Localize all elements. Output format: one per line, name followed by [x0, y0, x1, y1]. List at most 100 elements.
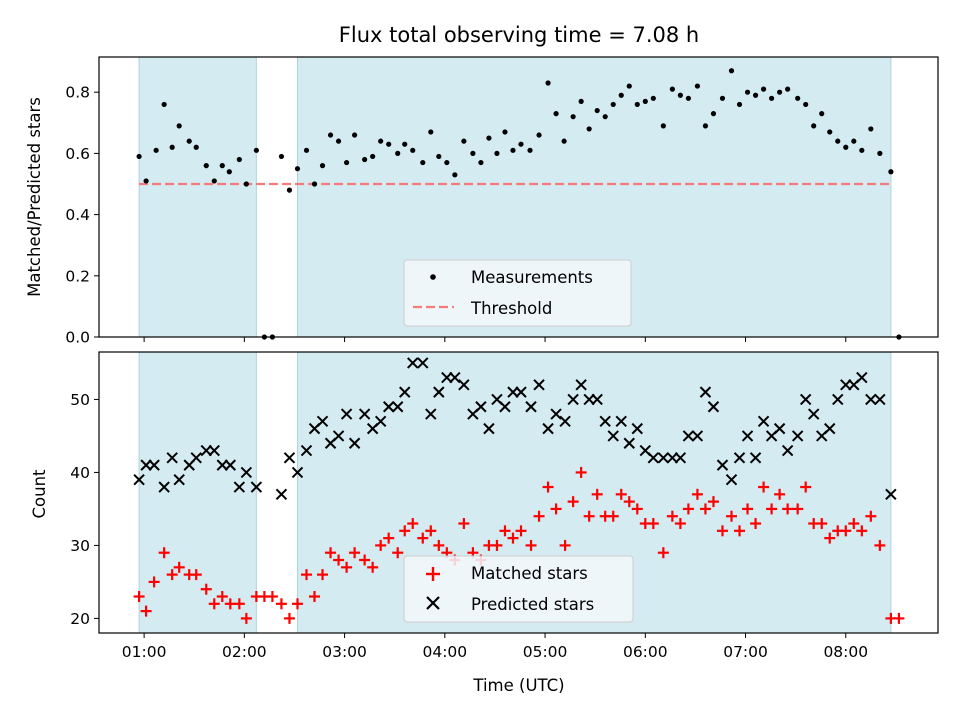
- measurement-point-33: [410, 147, 416, 153]
- matched-point-58: [615, 488, 627, 500]
- measurement-point-21: [311, 181, 318, 187]
- matched-point-67: [691, 488, 703, 500]
- predicted-point-23: [340, 408, 353, 420]
- measurement-point-8: [203, 163, 209, 169]
- predicted-point-32: [417, 357, 429, 369]
- measurement-point-89: [877, 150, 883, 156]
- measurement-point-68: [702, 123, 709, 129]
- measurement-point-5: [176, 123, 182, 129]
- bottom-legend: Matched stars Predicted stars: [403, 555, 634, 623]
- predicted-point-46: [533, 379, 545, 391]
- matched-point-22: [317, 569, 329, 581]
- predicted-point-49: [559, 415, 571, 428]
- legend-matched-label: Matched stars: [471, 564, 588, 583]
- measurement-point-49: [545, 80, 551, 86]
- matched-point-46: [515, 525, 527, 537]
- predicted-point-31: [407, 357, 419, 369]
- measurement-point-73: [744, 89, 751, 95]
- predicted-point-27: [374, 415, 387, 428]
- predicted-point-63: [674, 452, 687, 464]
- predicted-point-22: [332, 430, 345, 442]
- measurement-point-20: [303, 147, 310, 153]
- measurement-point-7: [193, 144, 199, 150]
- matched-point-21: [309, 591, 321, 603]
- matched-point-19: [291, 598, 303, 610]
- measurement-point-59: [626, 83, 632, 89]
- matched-point-88: [865, 510, 877, 522]
- measurement-point-24: [335, 138, 342, 144]
- matched-point-70: [716, 525, 728, 537]
- matched-point-31: [392, 547, 404, 559]
- measurement-point-72: [736, 101, 743, 108]
- measurement-point-64: [669, 86, 675, 92]
- measurement-point-53: [578, 98, 584, 104]
- bottom-legend-box: [403, 555, 634, 623]
- measurement-point-6: [186, 138, 192, 144]
- measurement-point-90: [888, 169, 894, 175]
- bottom-y-axis-label: Count: [30, 469, 49, 519]
- matched-point-71: [726, 510, 738, 522]
- predicted-point-71: [741, 430, 754, 442]
- matched-point-45: [507, 532, 519, 544]
- measurement-point-58: [618, 92, 624, 98]
- bottom-xtick-label-6: 07:00: [723, 643, 768, 661]
- top-ytick-label-3: 0.6: [65, 145, 90, 163]
- predicted-point-24: [348, 437, 361, 449]
- measurement-point-60: [634, 101, 640, 108]
- matched-point-9: [208, 598, 220, 610]
- matched-point-72: [734, 525, 746, 537]
- matched-point-63: [657, 547, 669, 559]
- predicted-point-77: [791, 430, 804, 442]
- measurement-point-42: [486, 135, 492, 141]
- x-axis-label: Time (UTC): [472, 676, 564, 695]
- matched-point-75: [758, 481, 770, 493]
- matched-point-76: [766, 503, 778, 515]
- matched-point-89: [874, 539, 886, 551]
- predicted-point-66: [699, 386, 712, 398]
- bottom-xtick-label-5: 06:00: [623, 643, 668, 661]
- matched-point-53: [575, 466, 587, 478]
- measurement-point-29: [378, 138, 384, 144]
- measurement-point-75: [760, 86, 767, 92]
- measurement-point-40: [470, 150, 476, 156]
- measurement-point-36: [436, 153, 442, 160]
- predicted-point-56: [615, 415, 627, 428]
- legend-predicted-marker: [426, 596, 440, 610]
- matched-point-13: [240, 612, 252, 624]
- matched-point-8: [200, 583, 212, 595]
- matched-point-26: [349, 547, 361, 559]
- matched-point-43: [491, 539, 503, 551]
- measurement-point-10: [219, 163, 225, 169]
- matched-point-73: [742, 503, 754, 515]
- measurement-points: [136, 68, 902, 340]
- measurement-point-86: [851, 138, 857, 144]
- matched-point-5: [173, 561, 185, 573]
- measurement-point-83: [827, 129, 833, 135]
- measurement-point-52: [570, 114, 576, 120]
- predicted-point-3: [158, 481, 170, 493]
- top-y-axis-label: Matched/Predicted stars: [25, 97, 44, 297]
- predicted-point-61: [657, 452, 670, 464]
- measurement-point-44: [502, 129, 508, 135]
- matched-point-3: [158, 547, 170, 559]
- measurement-point-32: [402, 141, 408, 147]
- bottom-xtick-label-1: 02:00: [222, 643, 267, 661]
- measurement-point-47: [527, 147, 533, 153]
- predicted-point-11: [224, 459, 237, 471]
- measurement-point-74: [752, 92, 759, 98]
- predicted-point-47: [542, 422, 554, 435]
- matched-point-59: [623, 496, 635, 508]
- bottom-xtick-label-4: 05:00: [523, 643, 568, 661]
- ratio-panel: 0.00.20.40.60.8 Matched/Predicted stars …: [25, 56, 939, 347]
- matched-point-39: [458, 518, 470, 530]
- measurement-point-50: [553, 111, 559, 117]
- matched-point-12: [233, 598, 245, 610]
- predicted-point-0: [133, 474, 145, 486]
- matched-point-34: [417, 532, 429, 544]
- matched-point-0: [133, 591, 145, 603]
- matched-point-91: [893, 612, 905, 624]
- bottom-ytick-label-2: 40: [70, 464, 90, 482]
- predicted-point-88: [885, 488, 897, 501]
- bottom-ytick-label-1: 30: [70, 537, 90, 555]
- bottom-xtick-label-2: 03:00: [322, 643, 367, 661]
